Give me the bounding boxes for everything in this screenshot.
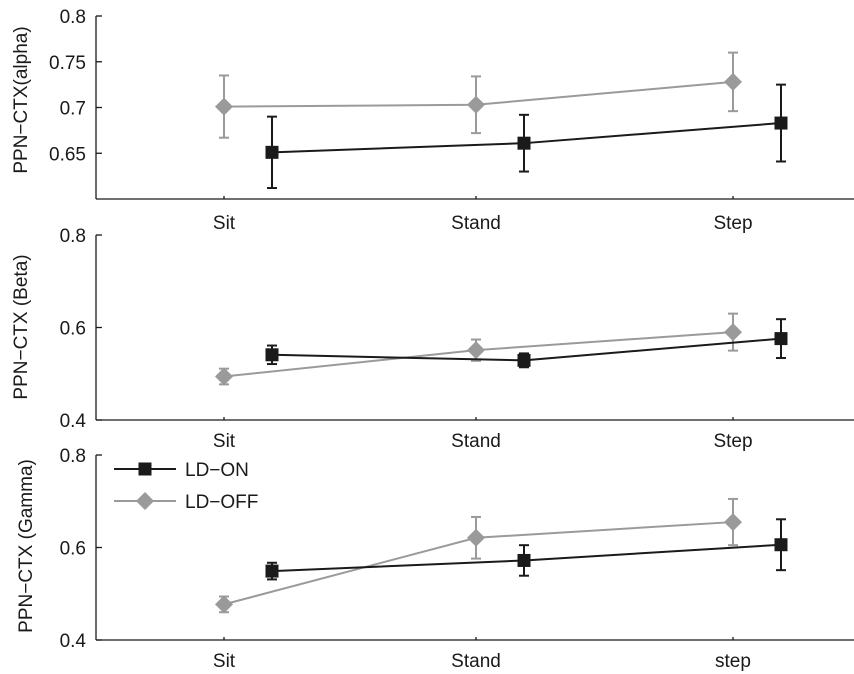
- data-point: [517, 136, 531, 150]
- x-tick-label: Stand: [451, 651, 501, 672]
- y-axis-label: PPN−CTX (Gamma): [16, 459, 37, 633]
- x-tick-label: Sit: [213, 213, 236, 234]
- chart-panel-2: 0.4 0.6 0.8 Sit Stand Step PPN−CTX (Beta): [11, 226, 854, 452]
- data-point: [215, 367, 233, 386]
- y-tick-label: 0.8: [60, 7, 86, 28]
- data-point: [724, 72, 742, 91]
- legend-marker: [138, 462, 152, 476]
- y-tick-label: 0.8: [60, 446, 86, 467]
- x-tick-label: step: [715, 651, 751, 672]
- legend-label: LD−ON: [185, 460, 249, 481]
- legend-label: LD−OFF: [185, 492, 258, 513]
- data-point: [265, 348, 279, 362]
- series-ld-off: [215, 497, 742, 614]
- data-point: [774, 332, 788, 346]
- legend: LD−ON LD−OFF: [114, 460, 258, 513]
- data-point: [724, 513, 742, 532]
- series-ld-on: [265, 318, 788, 369]
- y-tick-label: 0.8: [60, 226, 86, 247]
- data-point: [774, 538, 788, 552]
- data-point: [517, 553, 531, 567]
- y-tick-label: 0.65: [49, 144, 86, 165]
- data-point: [467, 528, 485, 547]
- series-ld-on: [265, 518, 788, 581]
- x-tick-label: Sit: [213, 431, 236, 452]
- y-tick-label: 0.4: [60, 411, 87, 432]
- data-point: [215, 595, 233, 614]
- series-ld-off: [215, 312, 742, 386]
- x-tick-label: Stand: [451, 431, 501, 452]
- data-point: [467, 95, 485, 114]
- series-ld-on: [265, 83, 788, 190]
- chart-panel-1: 0.65 0.7 0.75 0.8 Sit Stand Step PPN−CTX(alpha): [11, 7, 854, 234]
- data-point: [265, 145, 279, 159]
- x-tick-label: Sit: [213, 651, 236, 672]
- x-tick-label: Stand: [451, 213, 501, 234]
- y-axis-label: PPN−CTX(alpha): [11, 26, 32, 173]
- chart-panel-3: 0.4 0.6 0.8 Sit Stand step PPN−CTX (Gamma) LD−O…: [16, 446, 854, 672]
- y-tick-label: 0.4: [60, 631, 87, 652]
- data-point: [467, 341, 485, 360]
- legend-marker: [136, 492, 154, 510]
- y-axis-label: PPN−CTX (Beta): [11, 254, 32, 399]
- y-tick-label: 0.75: [49, 53, 86, 74]
- data-point: [774, 116, 788, 130]
- data-point: [215, 97, 233, 116]
- data-point: [517, 353, 531, 367]
- x-tick-label: Step: [713, 431, 752, 452]
- y-tick-label: 0.7: [60, 99, 86, 120]
- data-point: [265, 564, 279, 578]
- data-point: [724, 323, 742, 342]
- y-tick-label: 0.6: [60, 539, 86, 560]
- x-tick-label: Step: [713, 213, 752, 234]
- y-tick-label: 0.6: [60, 319, 86, 340]
- series-ld-off: [215, 51, 742, 139]
